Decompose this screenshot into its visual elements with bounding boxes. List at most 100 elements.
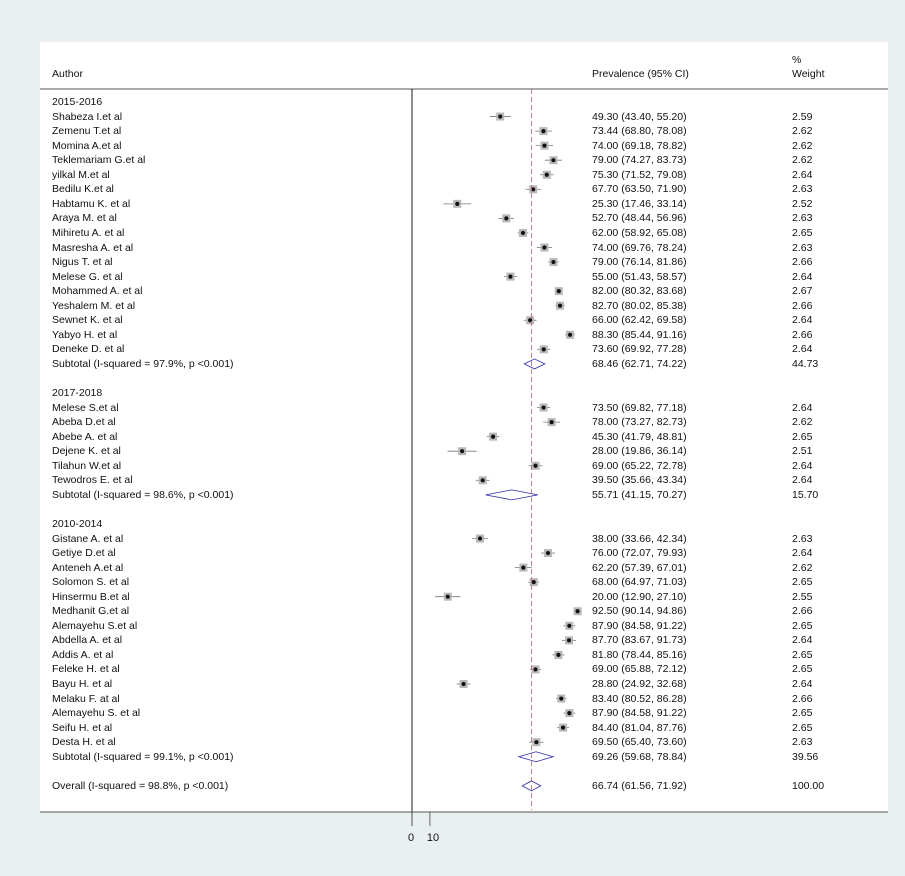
point-estimate bbox=[551, 259, 556, 265]
study-author: Anteneh A.et al bbox=[52, 561, 124, 574]
study-weight: 2.51 bbox=[792, 445, 813, 458]
study-weight: 2.64 bbox=[792, 401, 813, 414]
study-author: Zemenu T.et al bbox=[52, 125, 122, 138]
study-author: Solomon S. et al bbox=[52, 576, 130, 589]
study-weight: 2.63 bbox=[792, 183, 813, 196]
study-estimate: 92.50 (90.14, 94.86) bbox=[592, 605, 687, 618]
study-weight: 2.64 bbox=[792, 343, 813, 356]
study-weight: 2.63 bbox=[792, 736, 813, 749]
study-estimate: 69.00 (65.22, 72.78) bbox=[592, 459, 687, 472]
study-estimate: 73.50 (69.82, 77.18) bbox=[592, 401, 687, 414]
study-author: Desta H. et al bbox=[52, 736, 116, 749]
point-estimate bbox=[560, 725, 566, 730]
study-author: Masresha A. et al bbox=[52, 241, 134, 254]
point-estimate bbox=[551, 158, 556, 163]
study-weight: 2.67 bbox=[792, 285, 813, 298]
group-label: 2017-2018 bbox=[52, 387, 103, 399]
study-author: Melese S.et al bbox=[52, 401, 119, 414]
subtotal-diamond bbox=[485, 489, 538, 501]
subtotal-weight: 44.73 bbox=[792, 357, 819, 370]
study-author: Melaku F. at al bbox=[52, 692, 120, 705]
overall-estimate: 66.74 (61.56, 71.92) bbox=[592, 779, 687, 792]
study-weight: 2.65 bbox=[792, 576, 813, 589]
study-weight: 2.65 bbox=[792, 430, 813, 443]
subtotal-weight: 39.56 bbox=[792, 750, 819, 763]
point-estimate bbox=[533, 463, 538, 468]
point-estimate bbox=[567, 332, 573, 337]
study-estimate: 79.00 (76.14, 81.86) bbox=[592, 256, 687, 269]
study-estimate: 28.80 (24.92, 32.68) bbox=[592, 678, 687, 690]
study-author: Feleke H. et al bbox=[52, 663, 120, 676]
study-estimate: 66.00 (62.42, 69.58) bbox=[592, 314, 687, 327]
study-author: Nigus T. et al bbox=[52, 256, 113, 269]
study-estimate: 45.30 (41.79, 48.81) bbox=[592, 430, 687, 443]
study-estimate: 69.50 (65.40, 73.60) bbox=[592, 736, 687, 749]
study-estimate: 38.00 (33.66, 42.34) bbox=[592, 532, 687, 545]
study-weight: 2.59 bbox=[792, 110, 813, 123]
point-estimate bbox=[542, 245, 547, 250]
study-weight: 2.65 bbox=[792, 707, 813, 720]
study-author: Bayu H. et al bbox=[52, 678, 113, 690]
point-estimate bbox=[557, 303, 563, 308]
point-estimate bbox=[508, 274, 513, 279]
point-estimate bbox=[477, 536, 483, 541]
study-author: Seifu H. et al bbox=[52, 721, 113, 734]
study-author: Tilahun W.et al bbox=[52, 459, 122, 472]
point-estimate bbox=[504, 216, 509, 221]
study-estimate: 73.60 (69.92, 77.28) bbox=[592, 343, 687, 356]
study-author: Medhanit G.et al bbox=[52, 605, 130, 618]
study-weight: 2.65 bbox=[792, 721, 813, 734]
point-estimate bbox=[498, 114, 503, 119]
study-author: Mihiretu A. et al bbox=[52, 226, 125, 239]
point-estimate bbox=[549, 420, 554, 425]
study-weight: 2.63 bbox=[792, 241, 813, 254]
point-estimate bbox=[533, 667, 538, 672]
study-author: Sewnet K. et al bbox=[52, 314, 123, 327]
overall-weight: 100.00 bbox=[792, 779, 825, 792]
study-author: yilkal M.et al bbox=[52, 168, 110, 181]
point-estimate bbox=[461, 681, 466, 687]
study-estimate: 76.00 (72.07, 79.93) bbox=[592, 547, 687, 560]
point-estimate bbox=[545, 550, 551, 556]
study-author: Shabeza I.et al bbox=[52, 110, 123, 123]
subtotal-estimate: 68.46 (62.71, 74.22) bbox=[592, 357, 687, 370]
point-estimate bbox=[544, 172, 549, 177]
study-estimate: 73.44 (68.80, 78.08) bbox=[592, 125, 687, 138]
study-estimate: 55.00 (51.43, 58.57) bbox=[592, 270, 687, 283]
study-author: Abdella A. et al bbox=[52, 634, 123, 647]
study-author: Addis A. et al bbox=[52, 648, 114, 661]
header-weight-pct: % bbox=[792, 54, 802, 66]
subtotal-estimate: 69.26 (59.68, 78.84) bbox=[592, 750, 687, 763]
point-estimate bbox=[541, 129, 546, 134]
study-estimate: 87.90 (84.58, 91.22) bbox=[592, 619, 687, 632]
study-weight: 2.63 bbox=[792, 212, 813, 225]
header-weight: Weight bbox=[792, 68, 825, 80]
point-estimate bbox=[531, 580, 536, 585]
subtotal-label: Subtotal (I-squared = 99.1%, p <0.001) bbox=[52, 750, 234, 763]
study-estimate: 88.30 (85.44, 91.16) bbox=[592, 328, 687, 341]
study-estimate: 79.00 (74.27, 83.73) bbox=[592, 154, 687, 167]
point-estimate bbox=[455, 201, 460, 206]
point-estimate bbox=[541, 405, 546, 410]
study-estimate: 83.40 (80.52, 86.28) bbox=[592, 692, 687, 705]
group-label: 2015-2016 bbox=[52, 96, 103, 108]
point-estimate bbox=[567, 623, 572, 628]
study-estimate: 74.00 (69.18, 78.82) bbox=[592, 139, 687, 152]
group-label: 2010-2014 bbox=[52, 517, 103, 530]
study-estimate: 52.70 (48.44, 56.96) bbox=[592, 212, 687, 225]
point-estimate bbox=[556, 652, 561, 658]
study-weight: 2.65 bbox=[792, 663, 813, 676]
study-weight: 2.62 bbox=[792, 561, 813, 574]
study-estimate: 82.70 (80.02, 85.38) bbox=[592, 299, 687, 312]
study-author: Melese G. et al bbox=[52, 270, 123, 283]
study-author: Momina A.et al bbox=[52, 139, 122, 152]
point-estimate bbox=[541, 347, 546, 352]
point-estimate bbox=[567, 711, 572, 716]
study-weight: 2.64 bbox=[792, 270, 813, 283]
study-author: Hinsermu B.et al bbox=[52, 590, 130, 603]
study-weight: 2.64 bbox=[792, 678, 813, 690]
study-estimate: 87.70 (83.67, 91.73) bbox=[592, 634, 687, 647]
study-author: Teklemariam G.et al bbox=[52, 154, 146, 167]
study-weight: 2.62 bbox=[792, 416, 813, 429]
